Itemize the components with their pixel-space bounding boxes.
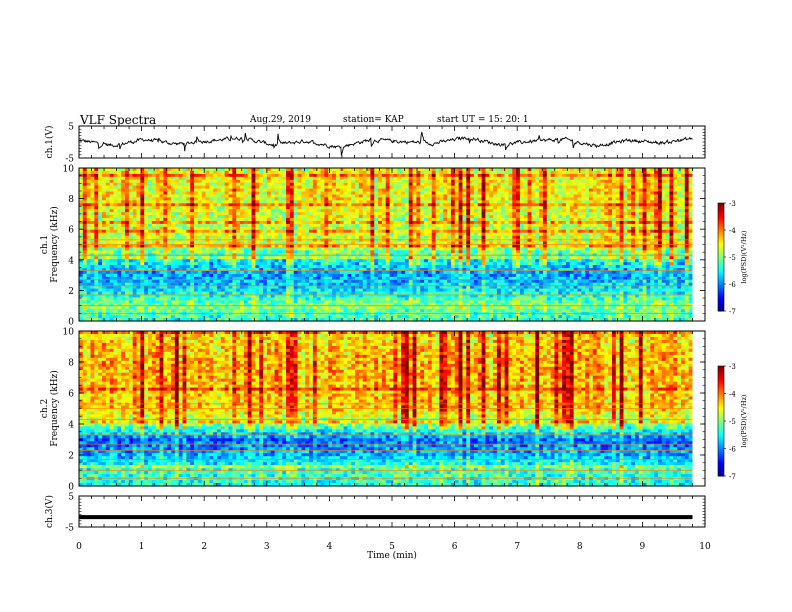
ch1-waveform-line <box>79 132 693 156</box>
y-tick-label: -5 <box>65 155 74 165</box>
y-axis-label-0: ch.1(V) <box>44 126 55 159</box>
y-tick-label: 5 <box>68 123 74 133</box>
vlf-figure: 5-5ch.1(V)0246810ch.1Frequency (kHz)-3-4… <box>0 0 792 612</box>
